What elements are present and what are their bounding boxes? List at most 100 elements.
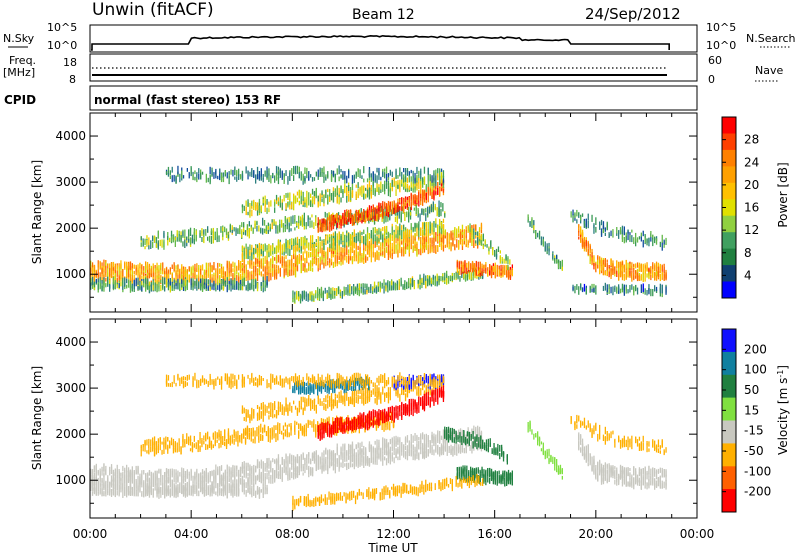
power-echo bbox=[230, 280, 232, 284]
power-echo bbox=[349, 192, 352, 201]
power-echo bbox=[143, 278, 145, 284]
power-echo bbox=[323, 250, 325, 256]
power-echo bbox=[283, 194, 285, 202]
power-echo bbox=[336, 168, 338, 175]
power-echo bbox=[480, 230, 483, 234]
power-echo bbox=[462, 263, 464, 268]
power-echo bbox=[419, 279, 421, 285]
power-echo bbox=[251, 200, 253, 206]
velocity-echo bbox=[126, 470, 128, 480]
velocity-echo bbox=[162, 478, 164, 482]
power-echo bbox=[404, 212, 406, 221]
power-echo bbox=[380, 202, 382, 211]
power-echo bbox=[497, 246, 500, 252]
power-echo bbox=[614, 267, 616, 274]
power-echo bbox=[184, 278, 187, 286]
power-echo bbox=[184, 239, 186, 248]
power-echo bbox=[387, 200, 390, 208]
power-echo bbox=[338, 176, 340, 182]
power-echo bbox=[303, 212, 305, 222]
power-echo bbox=[376, 230, 378, 235]
velocity-echo bbox=[120, 478, 122, 486]
power-echo bbox=[275, 224, 277, 234]
power-echo bbox=[353, 174, 355, 181]
power-echo bbox=[480, 235, 483, 241]
power-echo bbox=[154, 268, 156, 274]
power-echo bbox=[329, 196, 331, 202]
power-echo bbox=[254, 220, 256, 226]
power-echo bbox=[429, 174, 431, 182]
power-echo bbox=[148, 284, 151, 291]
power-echo bbox=[602, 285, 605, 291]
power-echo bbox=[465, 239, 467, 247]
power-echo bbox=[308, 262, 310, 266]
power-echo bbox=[201, 278, 204, 286]
power-echo bbox=[222, 272, 225, 280]
power-echo bbox=[198, 270, 200, 278]
power-echo bbox=[194, 280, 196, 289]
power-echo bbox=[591, 288, 593, 293]
power-echo bbox=[381, 283, 383, 289]
power-echo bbox=[451, 272, 453, 279]
power-echo bbox=[330, 170, 333, 176]
power-echo bbox=[273, 221, 275, 226]
power-echo bbox=[103, 266, 105, 271]
power-echo bbox=[612, 286, 614, 296]
power-echo bbox=[346, 242, 348, 248]
power-echo bbox=[477, 261, 479, 269]
power-echo bbox=[423, 237, 426, 245]
power-echo bbox=[469, 223, 471, 233]
power-echo bbox=[313, 196, 316, 205]
power-echo bbox=[440, 221, 443, 229]
power-echo bbox=[396, 280, 398, 286]
power-echo bbox=[349, 284, 351, 293]
power-echo bbox=[332, 239, 335, 246]
power-echo bbox=[591, 248, 593, 255]
power-echo bbox=[99, 283, 101, 290]
power-echo bbox=[475, 224, 477, 231]
power-echo bbox=[435, 232, 437, 236]
power-echo bbox=[397, 175, 399, 179]
power-ytick-label: 1000 bbox=[55, 267, 86, 281]
power-echo bbox=[384, 239, 386, 248]
power-echo bbox=[294, 294, 296, 303]
power-echo bbox=[298, 296, 300, 302]
power-echo bbox=[494, 265, 496, 272]
power-echo bbox=[245, 166, 247, 174]
power-echo bbox=[304, 201, 306, 208]
power-echo bbox=[370, 230, 372, 236]
power-echo bbox=[154, 280, 156, 284]
power-echo bbox=[255, 258, 257, 265]
power-echo bbox=[239, 224, 241, 233]
power-echo bbox=[358, 283, 360, 291]
power-echo bbox=[511, 269, 513, 277]
power-echo bbox=[182, 175, 185, 179]
power-echo bbox=[194, 170, 196, 175]
power-echo bbox=[593, 263, 595, 270]
power-echo bbox=[399, 243, 401, 251]
power-echo bbox=[182, 274, 185, 283]
power-echo bbox=[260, 168, 262, 177]
power-echo bbox=[274, 201, 276, 207]
velocity-echo bbox=[122, 476, 124, 482]
power-echo bbox=[306, 250, 308, 260]
power-echo bbox=[346, 249, 348, 255]
power-echo bbox=[599, 256, 601, 265]
power-echo bbox=[370, 244, 372, 250]
power-echo bbox=[365, 243, 367, 252]
power-echo bbox=[537, 232, 539, 238]
power-echo bbox=[365, 193, 367, 198]
power-echo bbox=[338, 221, 340, 225]
power-echo bbox=[258, 249, 261, 258]
power-echo bbox=[274, 257, 276, 261]
nsky-frame bbox=[89, 24, 698, 53]
power-echo bbox=[285, 238, 287, 247]
power-echo bbox=[190, 278, 192, 287]
power-echo bbox=[209, 286, 211, 291]
power-echo bbox=[103, 279, 105, 286]
power-echo bbox=[200, 283, 202, 291]
power-echo bbox=[327, 239, 329, 244]
power-echo bbox=[103, 268, 105, 278]
power-echo bbox=[468, 261, 470, 270]
power-echo bbox=[196, 174, 198, 181]
